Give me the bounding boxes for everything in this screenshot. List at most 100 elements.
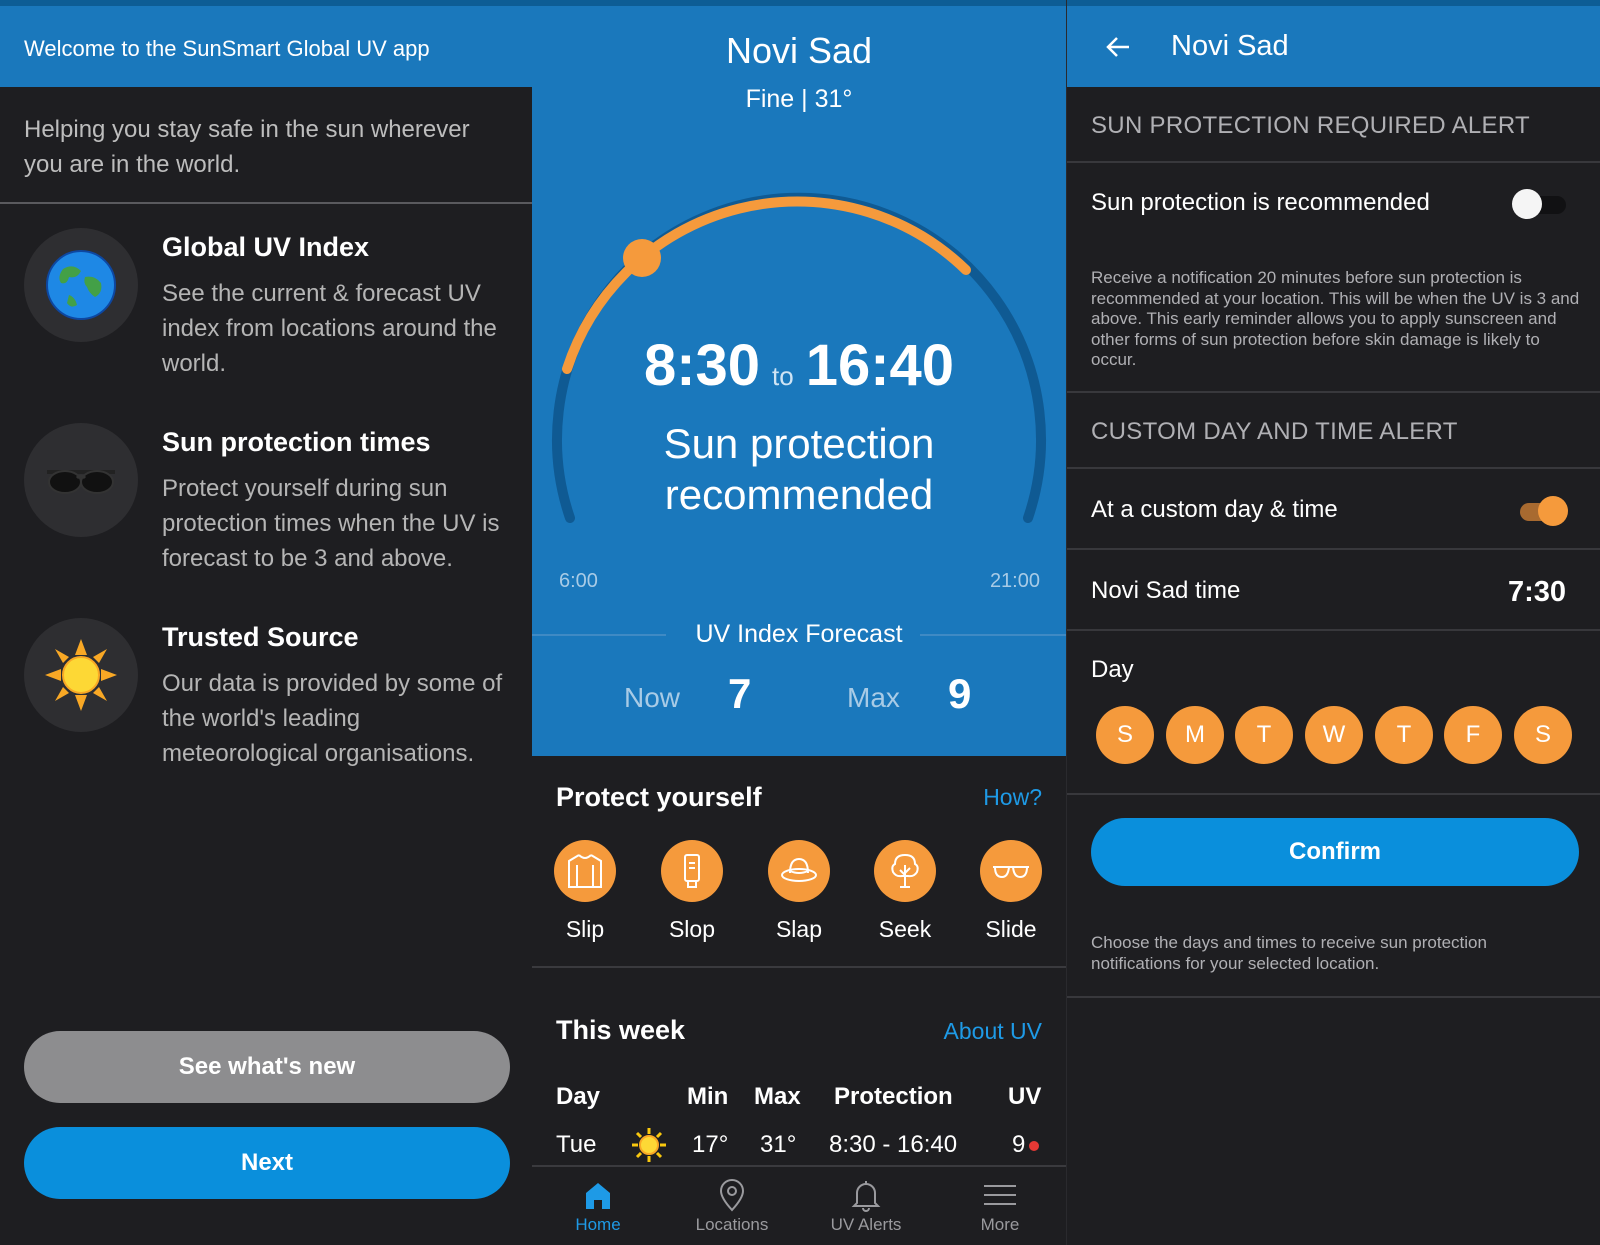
hat-icon — [768, 840, 830, 902]
now-uv-value: 7 — [728, 670, 752, 717]
nav-label: Home — [575, 1215, 621, 1234]
day-saturday[interactable]: S — [1514, 706, 1572, 764]
feature-title: Trusted Source — [162, 622, 359, 652]
home-icon — [586, 1183, 610, 1209]
sunscreen-icon — [661, 840, 723, 902]
protect-item-slap[interactable]: Slap — [749, 840, 849, 943]
glasses-icon — [980, 840, 1042, 902]
feature-description: See the current & forecast UV index from… — [162, 280, 497, 377]
confirm-button[interactable]: Confirm — [1091, 818, 1579, 886]
divider — [1067, 793, 1600, 795]
now-label: Now — [624, 682, 681, 713]
shirt-icon — [554, 840, 616, 902]
sun-protection-arc — [552, 192, 1046, 523]
forecast-title: UV Index Forecast — [695, 620, 903, 648]
row-max: 31° — [760, 1131, 797, 1158]
col-header-uv: UV — [1008, 1083, 1042, 1110]
alerts-title: Novi Sad — [1171, 30, 1289, 62]
day-thursday[interactable]: T — [1375, 706, 1433, 764]
sun-protection-toggle[interactable] — [1512, 188, 1566, 219]
nav-uv-alerts[interactable]: UV Alerts — [806, 1177, 926, 1235]
toggle1-label: Sun protection is recommended — [1091, 189, 1430, 216]
feature-title: Sun protection times — [162, 427, 431, 457]
protect-label: Seek — [878, 916, 932, 942]
protection-start: 8:30 — [643, 333, 761, 398]
day-sunday[interactable]: S — [1096, 706, 1154, 764]
protection-end: 16:40 — [805, 333, 955, 398]
back-arrow-icon[interactable] — [1105, 34, 1131, 65]
protect-item-slide[interactable]: Slide — [961, 840, 1061, 943]
day-start-time: 6:00 — [559, 570, 598, 592]
tree-icon — [874, 840, 936, 902]
feature-description: Our data is provided by some of the worl… — [162, 670, 503, 767]
day-friday[interactable]: F — [1444, 706, 1502, 764]
row-min: 17° — [692, 1131, 729, 1158]
max-uv-value: 9 — [948, 670, 972, 717]
col-header-day: Day — [556, 1083, 601, 1110]
row-uv: 9 — [1012, 1131, 1040, 1159]
status-strip — [0, 0, 532, 6]
alerts-app-bar: Novi Sad — [1067, 6, 1600, 87]
protect-label: Slip — [565, 916, 605, 942]
home-screen: Novi Sad Fine | 31° 8:30 to 16:40 Sun prot… — [532, 0, 1066, 1245]
uv-level-dot — [1029, 1140, 1040, 1151]
protect-label: Slide — [985, 916, 1037, 942]
max-label: Max — [847, 682, 900, 713]
divider — [1067, 996, 1600, 998]
day-wednesday[interactable]: W — [1305, 706, 1363, 764]
welcome-screen: Welcome to the SunSmart Global UV app He… — [0, 0, 532, 1245]
protect-item-slip[interactable]: Slip — [535, 840, 635, 943]
toggle2-label: At a custom day & time — [1091, 496, 1338, 523]
section-sun-protection-alert: SUN PROTECTION REQUIRED ALERT — [1091, 112, 1530, 139]
nav-label: UV Alerts — [830, 1215, 902, 1234]
protection-times: 8:30 to 16:40 — [532, 332, 1066, 399]
row-day: Tue — [556, 1131, 597, 1158]
sun-icon — [630, 1126, 668, 1171]
time-value[interactable]: 7:30 — [1507, 576, 1566, 608]
protection-status: Sun protection recommended — [663, 420, 935, 518]
day-tuesday[interactable]: T — [1235, 706, 1293, 764]
this-week-title: This week — [556, 1015, 686, 1045]
divider — [532, 634, 666, 636]
nav-locations[interactable]: Locations — [672, 1177, 792, 1235]
divider — [1067, 629, 1600, 631]
see-whats-new-button[interactable]: See what's new — [24, 1031, 510, 1103]
welcome-intro: Helping you stay safe in the sun whereve… — [24, 116, 470, 178]
globe-icon — [24, 228, 138, 342]
sunglasses-icon — [24, 423, 138, 537]
feature-description: Protect yourself during sun protection t… — [162, 475, 500, 572]
protect-yourself-title: Protect yourself — [556, 782, 762, 812]
protect-item-seek[interactable]: Seek — [855, 840, 955, 943]
row-protection: 8:30 - 16:40 — [829, 1131, 958, 1158]
status-strip — [532, 0, 1066, 6]
to-word: to — [772, 361, 794, 391]
protect-label: Slap — [775, 916, 823, 942]
nav-label: Locations — [695, 1215, 769, 1234]
welcome-app-bar: Welcome to the SunSmart Global UV app — [0, 6, 532, 87]
divider — [1067, 391, 1600, 393]
bottom-nav: Home Locations UV Alerts More — [532, 1165, 1066, 1245]
protect-item-slop[interactable]: Slop — [642, 840, 742, 943]
uv-hero: Novi Sad Fine | 31° 8:30 to 16:40 Sun prot… — [532, 6, 1066, 756]
about-uv-link[interactable]: About UV — [943, 1018, 1042, 1044]
toggle-thumb — [1538, 496, 1568, 526]
col-header-max: Max — [754, 1083, 801, 1110]
divider — [1067, 161, 1600, 163]
feature-title: Global UV Index — [162, 232, 370, 262]
custom-alert-help-text: Choose the days and times to receive sun… — [1091, 933, 1487, 973]
sun-icon — [24, 618, 138, 732]
divider — [532, 966, 1066, 968]
divider — [1067, 548, 1600, 550]
city-name: Novi Sad — [725, 30, 873, 71]
nav-label: More — [980, 1215, 1020, 1234]
day-monday[interactable]: M — [1166, 706, 1224, 764]
how-link[interactable]: How? — [983, 784, 1042, 810]
nav-more[interactable]: More — [940, 1177, 1060, 1235]
bell-icon — [851, 1181, 881, 1212]
custom-time-toggle[interactable] — [1512, 495, 1568, 526]
alerts-screen: Novi Sad SUN PROTECTION REQUIRED ALERT S… — [1066, 0, 1600, 1245]
section-custom-alert: CUSTOM DAY AND TIME ALERT — [1091, 418, 1458, 445]
next-button[interactable]: Next — [24, 1127, 510, 1199]
nav-home[interactable]: Home — [538, 1177, 658, 1235]
time-label: Novi Sad time — [1091, 577, 1241, 604]
